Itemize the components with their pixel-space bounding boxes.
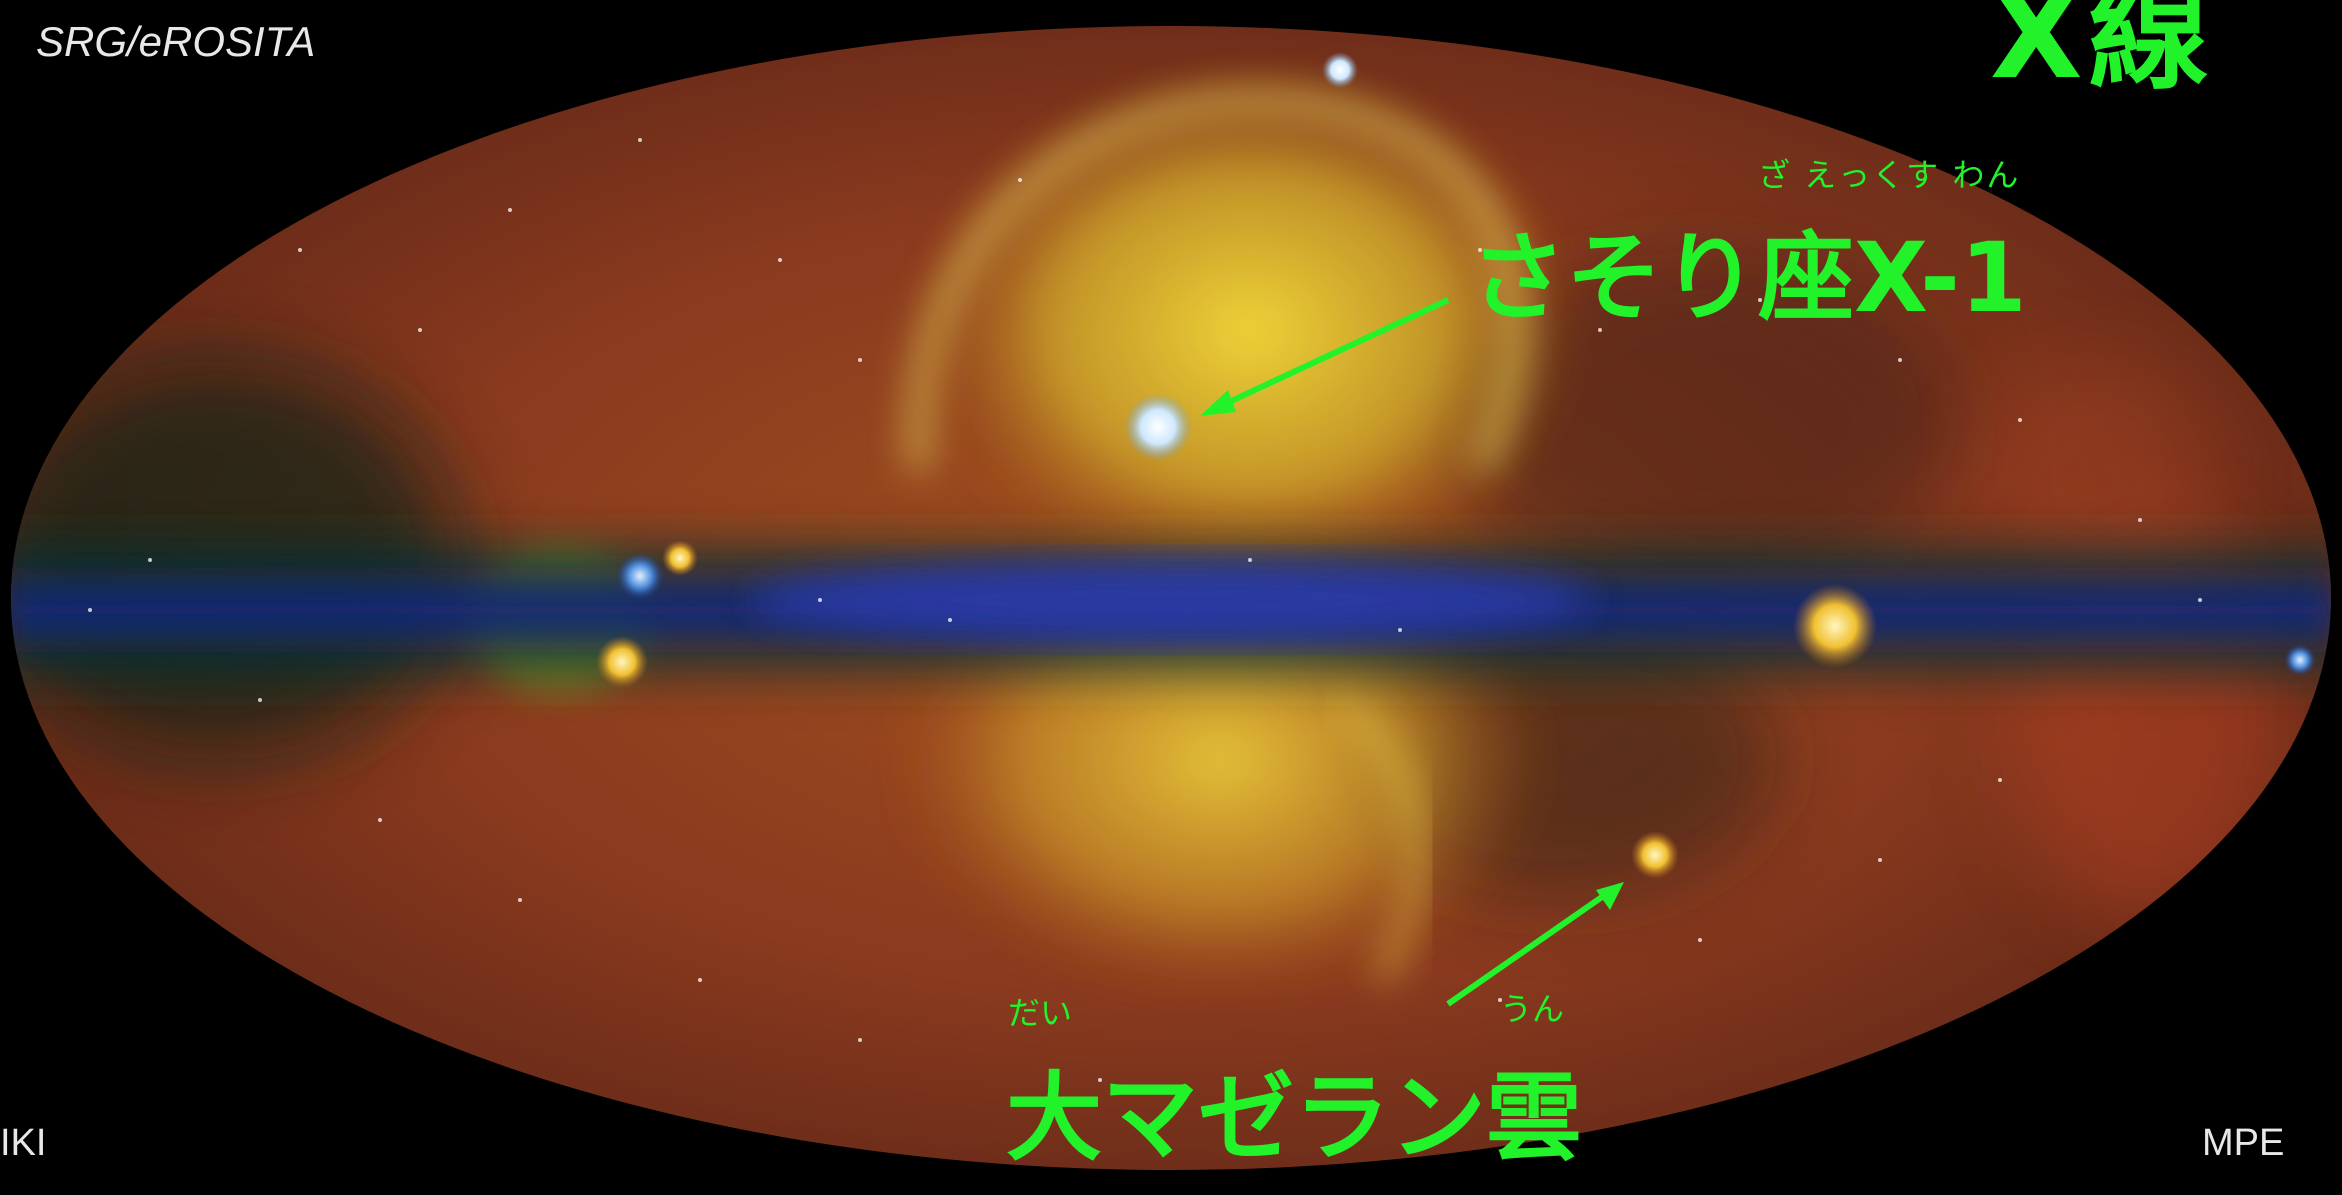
lmc-arrowhead [1596,882,1624,910]
lmc-ruby-right: うん [1500,990,1565,1028]
credit-iki: IKI [0,1122,47,1164]
sco-x1-arrowhead [1200,390,1236,416]
credit-mpe: MPE [2202,1122,2285,1164]
lmc-ruby-left: だい [1008,994,1073,1032]
sco-x1-arrow [1210,297,1450,413]
sco-x1-label: さそり座X-1 [1470,222,2027,334]
sco-x1-ruby: ざ えっくす わん [1758,156,2021,194]
lmc-arrow [1446,887,1614,1007]
credit-srg-erosita: SRG/eROSITA [36,18,316,65]
title-partial: X線 [1990,0,2215,106]
lmc-label: 大マゼラン雲 [1006,1062,1582,1174]
